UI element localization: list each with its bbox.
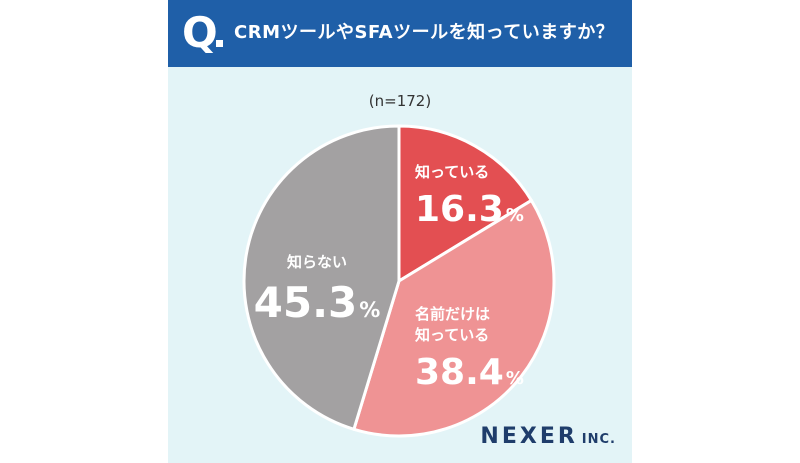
sample-size: (n=172) [368, 92, 432, 110]
brand-logo: NEXER INC. [480, 424, 616, 449]
slice-name-name-only: 名前だけは [415, 305, 490, 323]
pie-slice-name-only [352, 198, 556, 438]
q-dot-icon [216, 40, 223, 47]
brand-suffix: INC. [581, 432, 616, 447]
slice-name-know: 知っている [415, 163, 489, 181]
q-mark: Q [182, 8, 218, 57]
pie-slice-dont-know [242, 124, 401, 431]
slice-name-dont-know: 知らない [287, 253, 347, 271]
slice-name-name-only: 知っている [415, 326, 489, 344]
question-header: Q CRMツールやSFAツールを知っていますか？ [168, 0, 632, 67]
chart-card: Q CRMツールやSFAツールを知っていますか？ (n=172) 知っている 16… [168, 0, 632, 463]
slice-value-dont-know: 45.3% [254, 278, 381, 327]
brand-name: NEXER [480, 424, 578, 449]
slice-label-know: 知っている 16.3% [415, 163, 524, 230]
question-text: CRMツールやSFAツールを知っていますか？ [234, 22, 615, 43]
slice-value-know: 16.3% [415, 189, 524, 230]
slice-label-dont-know: 知らない 45.3% [254, 253, 381, 327]
pie-slice-know [397, 124, 533, 283]
slice-value-name-only: 38.4% [415, 352, 524, 393]
